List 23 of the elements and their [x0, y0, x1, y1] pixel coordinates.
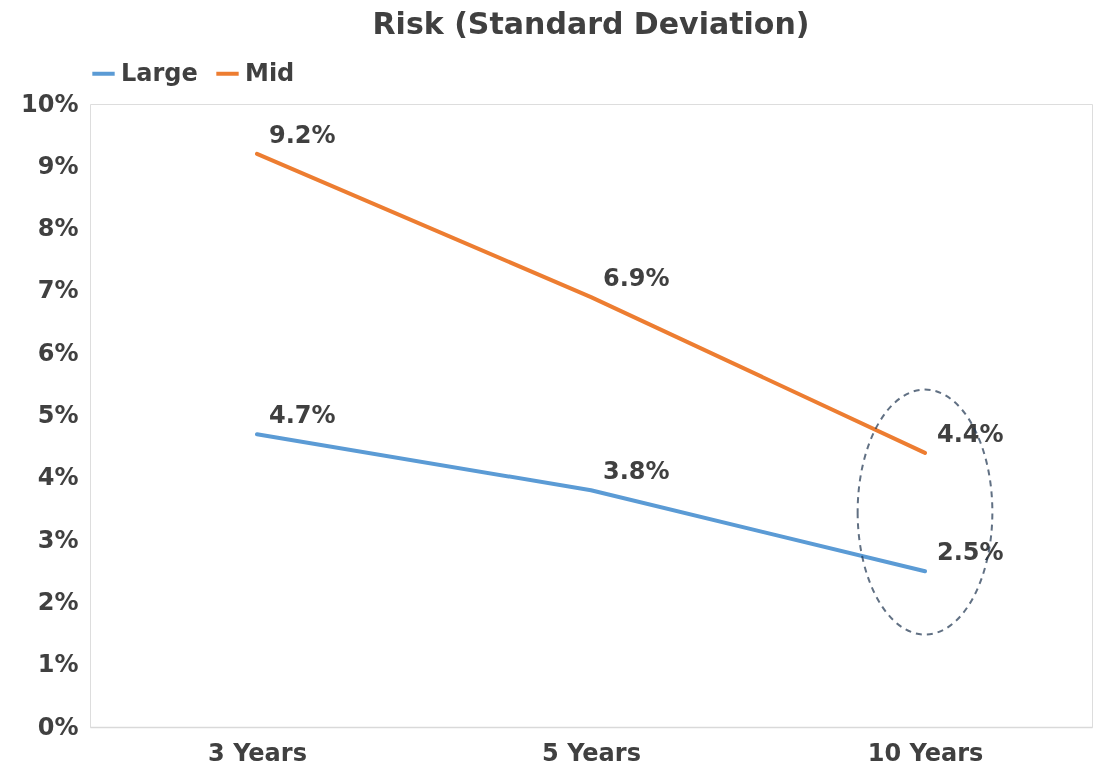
y-tick-label: 8%	[37, 214, 79, 243]
x-tick-label: 5 Years	[542, 738, 641, 767]
y-tick-label: 0%	[37, 712, 79, 741]
y-tick-label: 2%	[37, 587, 79, 616]
data-label: 4.7%	[269, 401, 336, 430]
y-tick-label: 1%	[37, 650, 79, 679]
chart-title: Risk (Standard Deviation)	[372, 6, 810, 41]
y-tick-label: 4%	[37, 463, 79, 492]
data-label: 4.4%	[937, 419, 1004, 448]
y-tick-label: 10%	[21, 89, 79, 118]
y-tick-label: 6%	[37, 338, 79, 367]
x-tick-label: 3 Years	[208, 738, 307, 767]
x-tick-label: 10 Years	[867, 738, 984, 767]
legend-label: Large	[121, 58, 198, 87]
y-tick-label: 3%	[37, 525, 79, 554]
data-label: 3.8%	[603, 457, 670, 486]
y-tick-label: 5%	[37, 401, 79, 429]
data-label: 9.2%	[269, 120, 336, 149]
y-tick-label: 7%	[37, 276, 79, 305]
legend-label: Mid	[245, 58, 295, 87]
data-label: 2.5%	[937, 538, 1004, 567]
y-tick-label: 9%	[37, 151, 79, 180]
data-label: 6.9%	[603, 264, 670, 293]
